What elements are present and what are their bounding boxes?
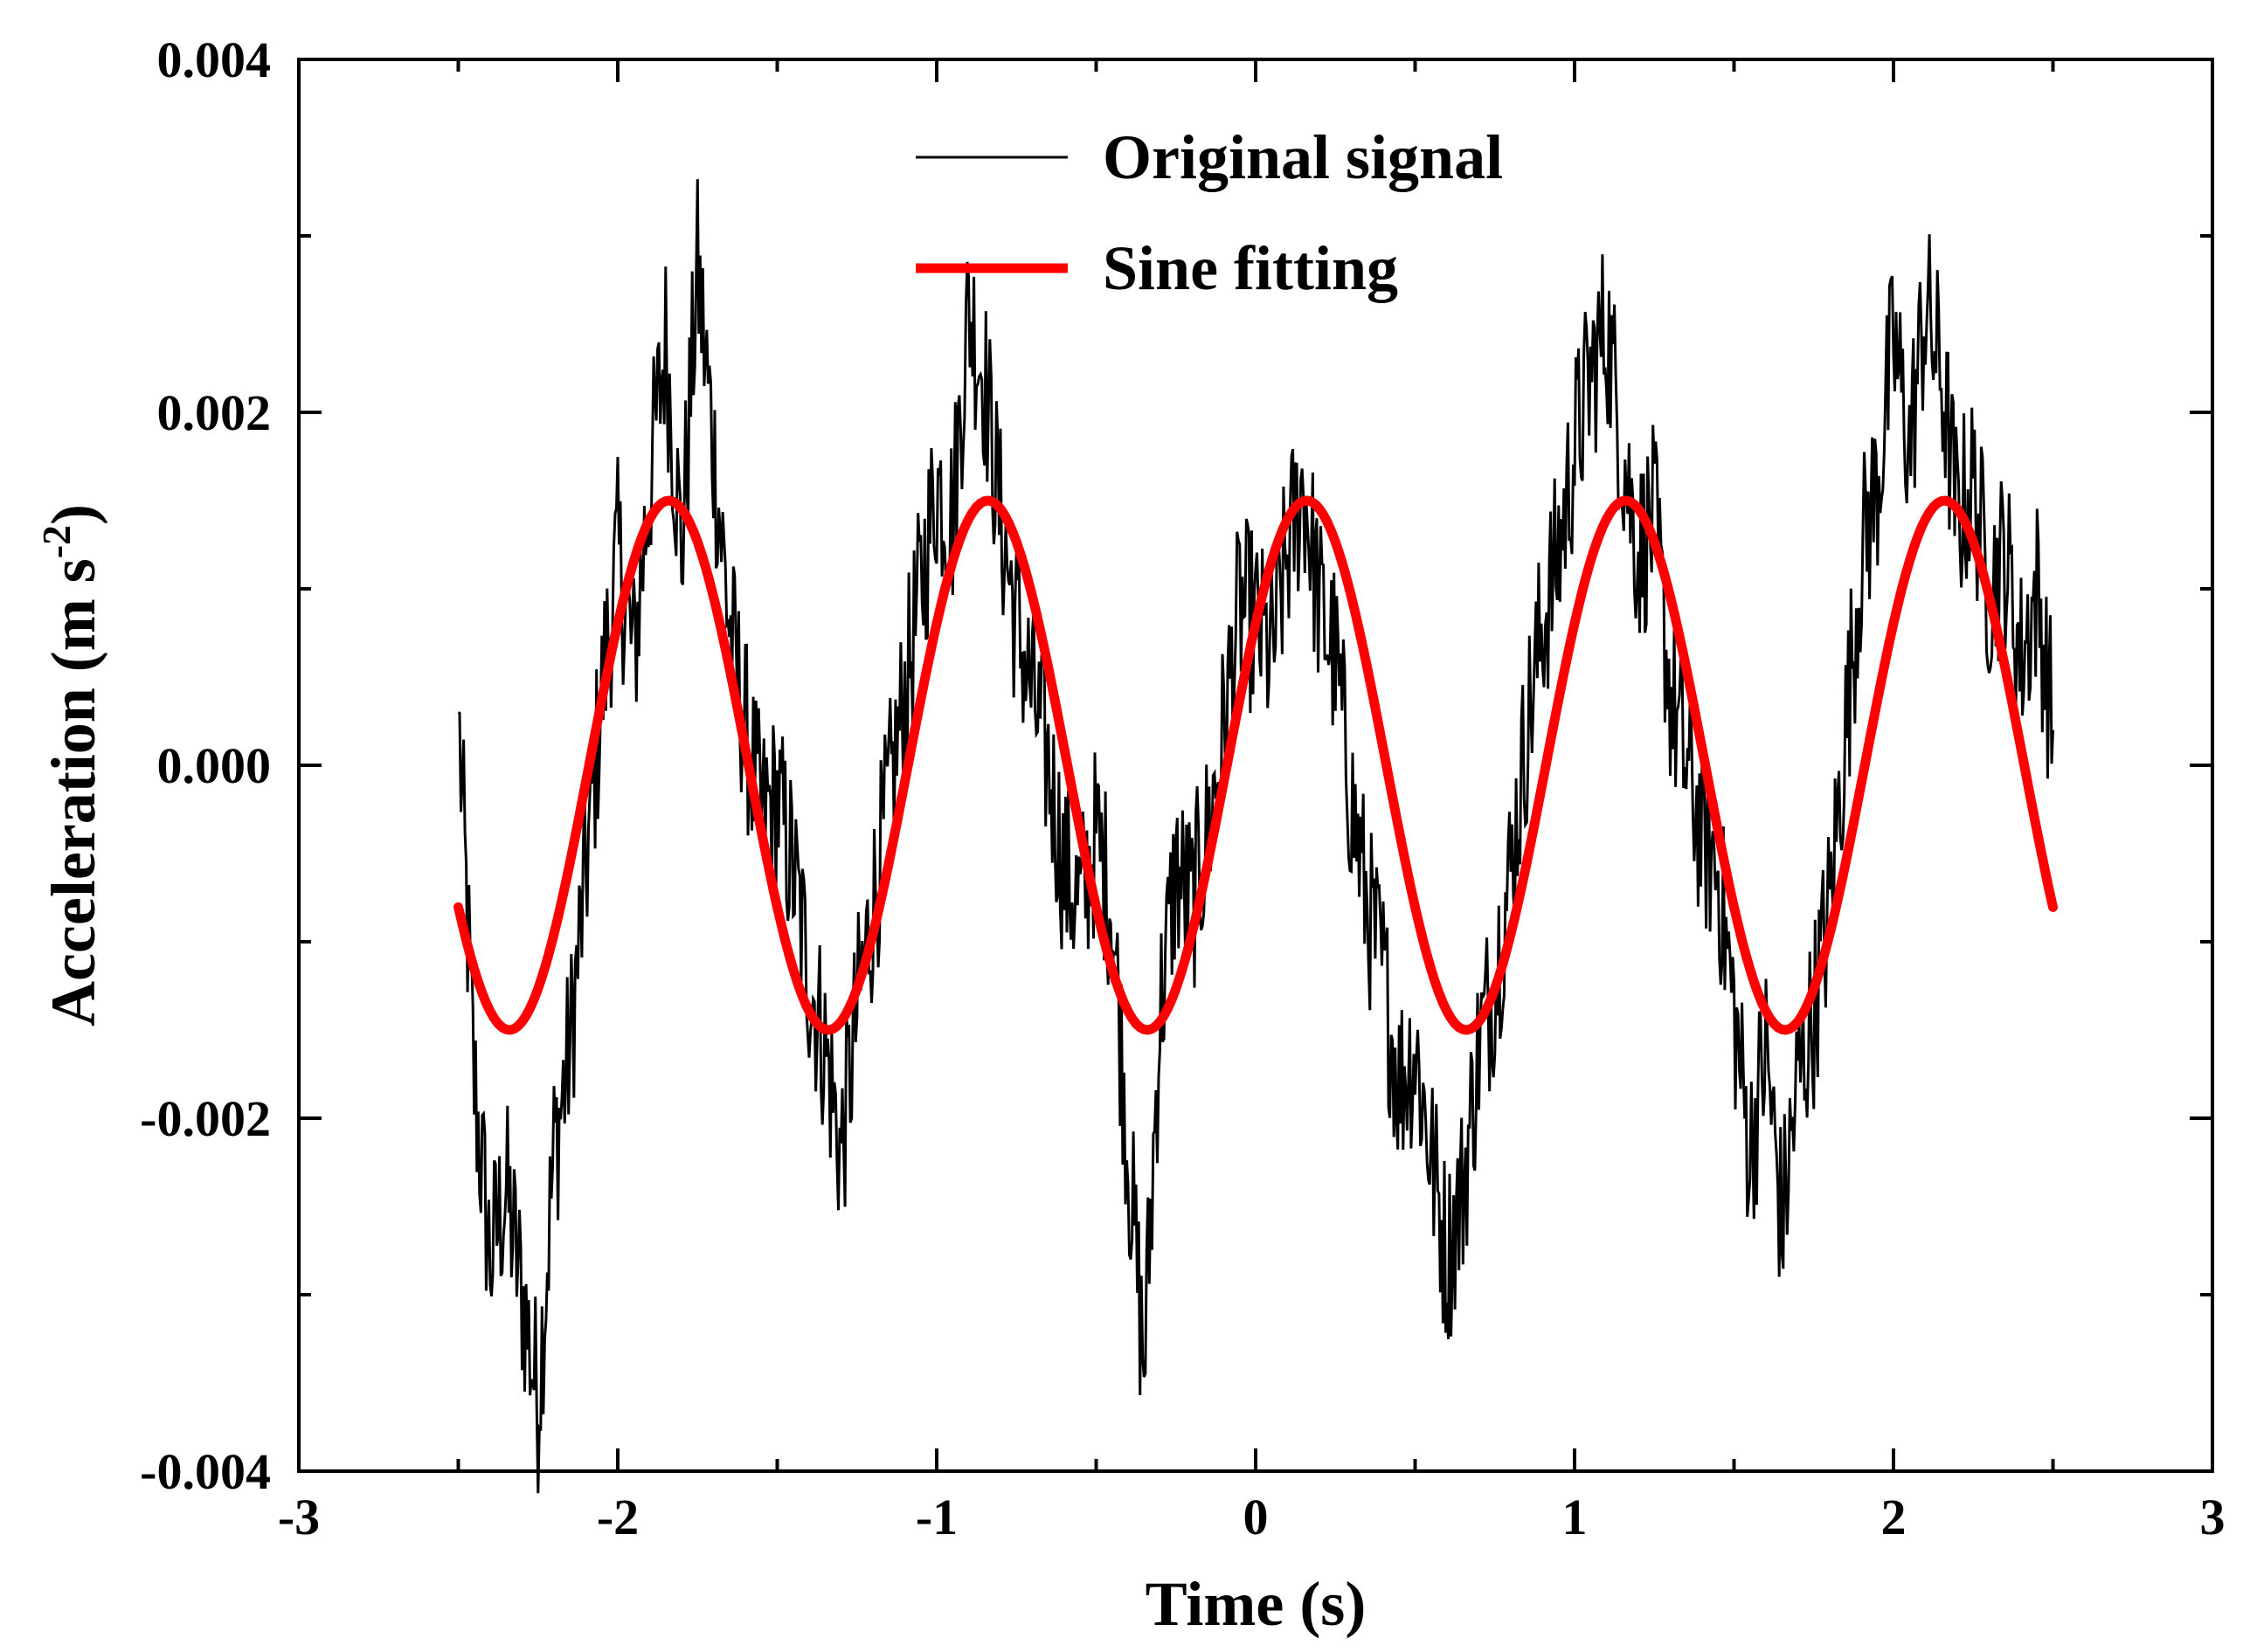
y-tick-label: -0.002	[140, 1090, 271, 1147]
sine-fitting-line	[453, 495, 2058, 1035]
legend-label-sine-fitting: Sine fitting	[1103, 233, 1398, 303]
x-tick-label: 2	[1881, 1489, 1907, 1545]
x-axis-label: Time (s)	[1146, 1569, 1367, 1639]
original-signal-line	[457, 179, 2054, 1494]
x-tick-label: -1	[916, 1489, 958, 1545]
x-tick-label: 1	[1562, 1489, 1588, 1545]
x-tick-label: -2	[597, 1489, 639, 1545]
x-tick-label: 0	[1243, 1489, 1269, 1545]
y-axis-label-suffix: )	[38, 504, 108, 525]
x-tick-label: -3	[278, 1489, 320, 1545]
x-tick-label: 3	[2200, 1489, 2226, 1545]
x-tick-labels: -3 -2 -1 0 1 2 3	[278, 1489, 2226, 1545]
y-axis-label-main: Acceleration (m s	[38, 558, 108, 1026]
y-tick-labels: -0.004 -0.002 0.000 0.002 0.004	[140, 31, 271, 1500]
y-axis-label-superscript: -2	[34, 525, 79, 558]
y-tick-label: 0.004	[157, 31, 272, 88]
plot-frame	[297, 58, 2214, 1473]
y-tick-label: 0.002	[157, 384, 272, 441]
y-axis-label: Acceleration (m s-2)	[34, 504, 108, 1026]
y-tick-label: -0.004	[140, 1443, 271, 1500]
y-tick-label: 0.000	[157, 737, 272, 794]
plot-area	[453, 179, 2058, 1494]
legend: Original signal Sine fitting	[916, 122, 1503, 303]
legend-label-original-signal: Original signal	[1103, 122, 1503, 192]
